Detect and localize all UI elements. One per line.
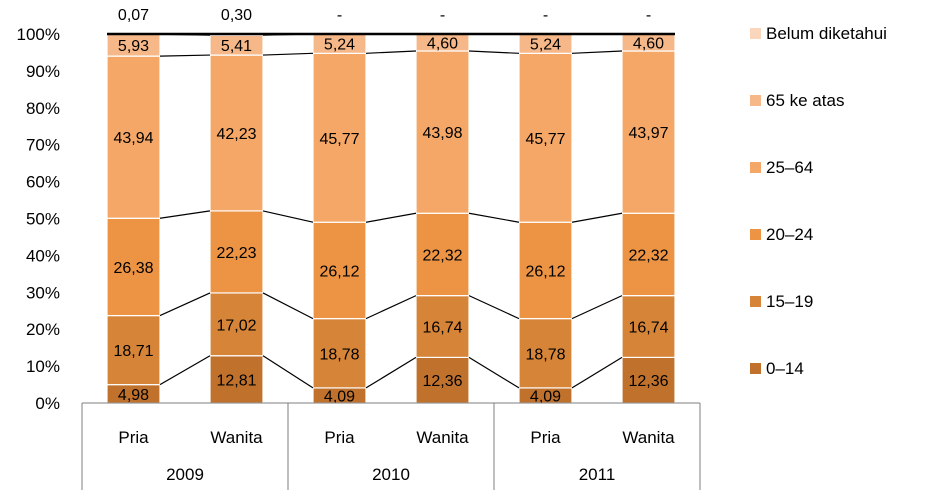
- data-label: 26,12: [525, 263, 565, 280]
- data-label: 12,36: [422, 373, 462, 390]
- data-label: 4,60: [427, 35, 458, 52]
- data-label: 16,74: [422, 320, 462, 337]
- series-line: [263, 293, 313, 319]
- y-tick-label: 60%: [26, 173, 60, 192]
- data-label: 45,77: [319, 131, 359, 148]
- legend-label: 25–64: [766, 158, 813, 177]
- category-label: Wanita: [416, 428, 469, 447]
- series-line: [366, 296, 416, 319]
- data-label: 0,07: [118, 7, 149, 24]
- series-line: [160, 211, 210, 218]
- data-label: 26,38: [113, 260, 153, 277]
- y-tick-label: 10%: [26, 357, 60, 376]
- legend-swatch: [750, 95, 761, 106]
- group-label: 2011: [579, 465, 616, 484]
- y-tick-label: 40%: [26, 246, 60, 265]
- y-tick-label: 0%: [35, 394, 60, 413]
- legend-label: 0–14: [766, 359, 804, 378]
- legend-label: 65 ke atas: [766, 91, 844, 110]
- data-label: 5,24: [324, 37, 355, 54]
- series-line: [572, 213, 622, 222]
- series-line: [263, 356, 313, 388]
- data-label: 42,23: [216, 126, 256, 143]
- data-label: 5,93: [118, 38, 149, 55]
- series-line: [263, 53, 313, 55]
- legend-swatch: [750, 28, 761, 39]
- data-label: 18,78: [525, 346, 565, 363]
- series-line: [469, 213, 519, 222]
- category-label: Wanita: [210, 428, 263, 447]
- data-label: 12,36: [628, 373, 668, 390]
- data-label: 43,98: [422, 125, 462, 142]
- data-label: 0,30: [221, 7, 252, 24]
- series-line: [469, 51, 519, 53]
- data-label: 43,94: [113, 130, 153, 147]
- data-label: 18,78: [319, 346, 359, 363]
- data-label: 18,71: [113, 343, 153, 360]
- legend-swatch: [750, 229, 761, 240]
- legend-swatch: [750, 296, 761, 307]
- data-label: -: [337, 7, 342, 24]
- legend-label: 20–24: [766, 225, 813, 244]
- data-label: 22,32: [628, 247, 668, 264]
- y-tick-label: 80%: [26, 99, 60, 118]
- data-label: 45,77: [525, 131, 565, 148]
- series-line: [366, 51, 416, 53]
- y-tick-label: 20%: [26, 320, 60, 339]
- y-tick-label: 50%: [26, 210, 60, 229]
- data-label: 22,23: [216, 245, 256, 262]
- series-line: [572, 357, 622, 388]
- series-line: [572, 51, 622, 53]
- category-label: Pria: [530, 428, 561, 447]
- data-label: -: [440, 7, 445, 24]
- data-label: 5,24: [530, 37, 561, 54]
- series-line: [469, 357, 519, 388]
- group-label: 2009: [166, 465, 204, 484]
- category-label: Pria: [324, 428, 355, 447]
- data-label: 4,60: [633, 36, 664, 53]
- y-tick-label: 100%: [17, 25, 60, 44]
- data-label: 26,12: [319, 263, 359, 280]
- series-line: [469, 296, 519, 319]
- y-tick-label: 90%: [26, 62, 60, 81]
- data-label: 17,02: [216, 317, 256, 334]
- group-label: 2010: [372, 465, 410, 484]
- data-label: -: [646, 7, 651, 24]
- series-line: [160, 356, 210, 385]
- y-tick-label: 70%: [26, 136, 60, 155]
- series-line: [160, 55, 210, 56]
- series-line: [366, 213, 416, 222]
- series-line: [572, 296, 622, 319]
- legend-label: 15–19: [766, 292, 813, 311]
- data-label: 16,74: [628, 320, 668, 337]
- data-label: 22,32: [422, 247, 462, 264]
- data-label: -: [543, 7, 548, 24]
- data-label: 4,98: [118, 387, 149, 404]
- legend-label: Belum diketahui: [766, 24, 887, 43]
- series-line: [160, 293, 210, 316]
- series-line: [263, 211, 313, 222]
- category-label: Pria: [118, 428, 149, 447]
- series-line: [366, 357, 416, 388]
- category-label: Wanita: [622, 428, 675, 447]
- data-label: 12,81: [216, 372, 256, 389]
- data-label: 5,41: [221, 38, 252, 55]
- legend-swatch: [750, 363, 761, 374]
- data-label: 43,97: [628, 125, 668, 142]
- legend-swatch: [750, 162, 761, 173]
- y-tick-label: 30%: [26, 283, 60, 302]
